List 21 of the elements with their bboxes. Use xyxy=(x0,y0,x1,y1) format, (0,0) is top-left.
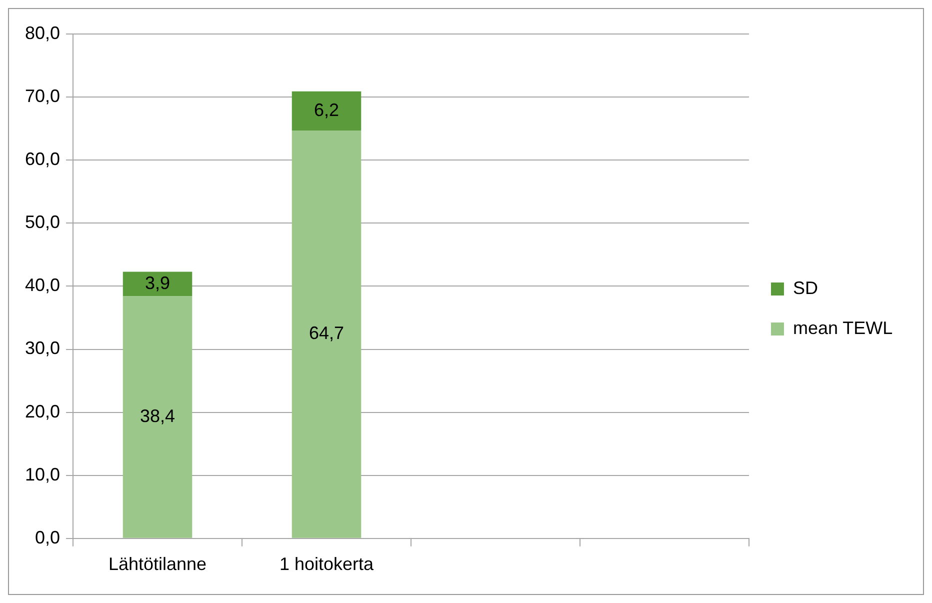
y-tick-label: 10,0 xyxy=(24,464,60,484)
data-label: 6,2 xyxy=(314,100,340,120)
data-label: 64,7 xyxy=(308,323,344,344)
bar xyxy=(292,91,362,130)
y-tick-label: 70,0 xyxy=(24,86,60,106)
y-tick-label: 60,0 xyxy=(24,149,60,170)
data-label: 38,4 xyxy=(140,406,176,426)
y-tick-label: 80,0 xyxy=(24,22,60,43)
data-label: 3,9 xyxy=(145,272,170,293)
legend-label: mean TEWL xyxy=(792,318,893,338)
y-tick-label: 50,0 xyxy=(24,212,60,232)
bar xyxy=(122,272,192,296)
x-tick-label: Lähtötilanne xyxy=(108,554,207,574)
bar xyxy=(122,296,192,538)
x-tick-label: 1 hoitokerta xyxy=(279,554,375,574)
y-tick-label: 30,0 xyxy=(24,338,60,358)
legend-label: SD xyxy=(792,278,818,298)
bar xyxy=(292,130,362,538)
y-tick-label: 40,0 xyxy=(24,275,60,296)
y-tick-label: 0,0 xyxy=(35,527,60,548)
y-tick-label: 20,0 xyxy=(24,401,60,422)
